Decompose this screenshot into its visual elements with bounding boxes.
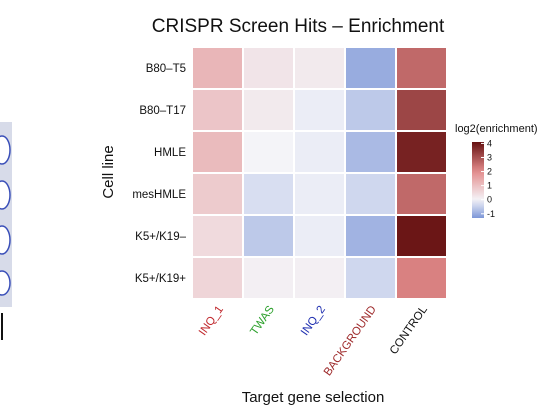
heatmap-cell — [191, 256, 244, 300]
chart-title: CRISPR Screen Hits – Enrichment — [152, 16, 445, 37]
heatmap-cell — [395, 130, 448, 174]
heatmap-cell — [293, 172, 346, 216]
heatmap-cell — [242, 172, 295, 216]
column-label: CONTROL — [388, 303, 430, 356]
heatmap-cell — [344, 172, 397, 216]
legend-tick-label: 3 — [487, 152, 492, 162]
row-label: K5+/K19– — [135, 231, 186, 243]
heatmap-cells — [191, 46, 448, 300]
row-label: HMLE — [154, 147, 186, 159]
legend-tick-label: 2 — [487, 167, 492, 177]
legend-tick-label: -1 — [487, 209, 495, 219]
heatmap-cell — [242, 214, 295, 258]
row-label: K5+/K19+ — [135, 273, 186, 285]
legend-tick-label: 0 — [487, 195, 492, 205]
heatmap-cell — [395, 88, 448, 132]
column-label: INQ_2 — [299, 304, 328, 338]
heatmap-cell — [293, 46, 346, 90]
heatmap-cell — [191, 88, 244, 132]
row-label: B80–T5 — [146, 63, 186, 75]
heatmap-cell — [242, 130, 295, 174]
heatmap-cell — [242, 46, 295, 90]
legend-ticks: 4 3 2 1 0 -1 — [481, 138, 495, 219]
heatmap-cell — [344, 256, 397, 300]
legend-tick-label: 1 — [487, 181, 492, 191]
heatmap-cell — [191, 172, 244, 216]
heatmap-cell — [395, 46, 448, 90]
row-labels: B80–T5 B80–T17 HMLE mesHMLE K5+/K19– K5+/K19+ — [132, 63, 186, 285]
heatmap-cell — [293, 88, 346, 132]
legend-title: log2(enrichment) — [455, 123, 538, 135]
column-label: INQ_1 — [197, 304, 226, 338]
heatmap-cell — [242, 88, 295, 132]
legend-colorbar — [472, 142, 484, 218]
y-axis-title: Cell line — [100, 145, 117, 198]
row-label: mesHMLE — [132, 189, 186, 201]
column-label: TWAS — [248, 304, 277, 338]
heatmap-cell — [191, 214, 244, 258]
heatmap-cell — [395, 172, 448, 216]
heatmap-cell — [344, 214, 397, 258]
heatmap-cell — [344, 130, 397, 174]
heatmap-cell — [191, 46, 244, 90]
heatmap-cell — [395, 256, 448, 300]
x-axis-title: Target gene selection — [242, 389, 385, 406]
heatmap-cell — [242, 256, 295, 300]
heatmap-cell — [395, 214, 448, 258]
adjacent-panel-fragment — [0, 122, 12, 340]
column-label: BACKGROUND — [322, 304, 379, 378]
heatmap-cell — [344, 88, 397, 132]
heatmap-cell — [293, 256, 346, 300]
heatmap-cell — [293, 214, 346, 258]
color-legend: log2(enrichment) 4 3 2 1 0 -1 — [455, 123, 538, 219]
legend-tick-label: 4 — [487, 138, 492, 148]
heatmap-cell — [191, 130, 244, 174]
row-label: B80–T17 — [139, 105, 186, 117]
heatmap-cell — [344, 46, 397, 90]
heatmap-cell — [293, 130, 346, 174]
